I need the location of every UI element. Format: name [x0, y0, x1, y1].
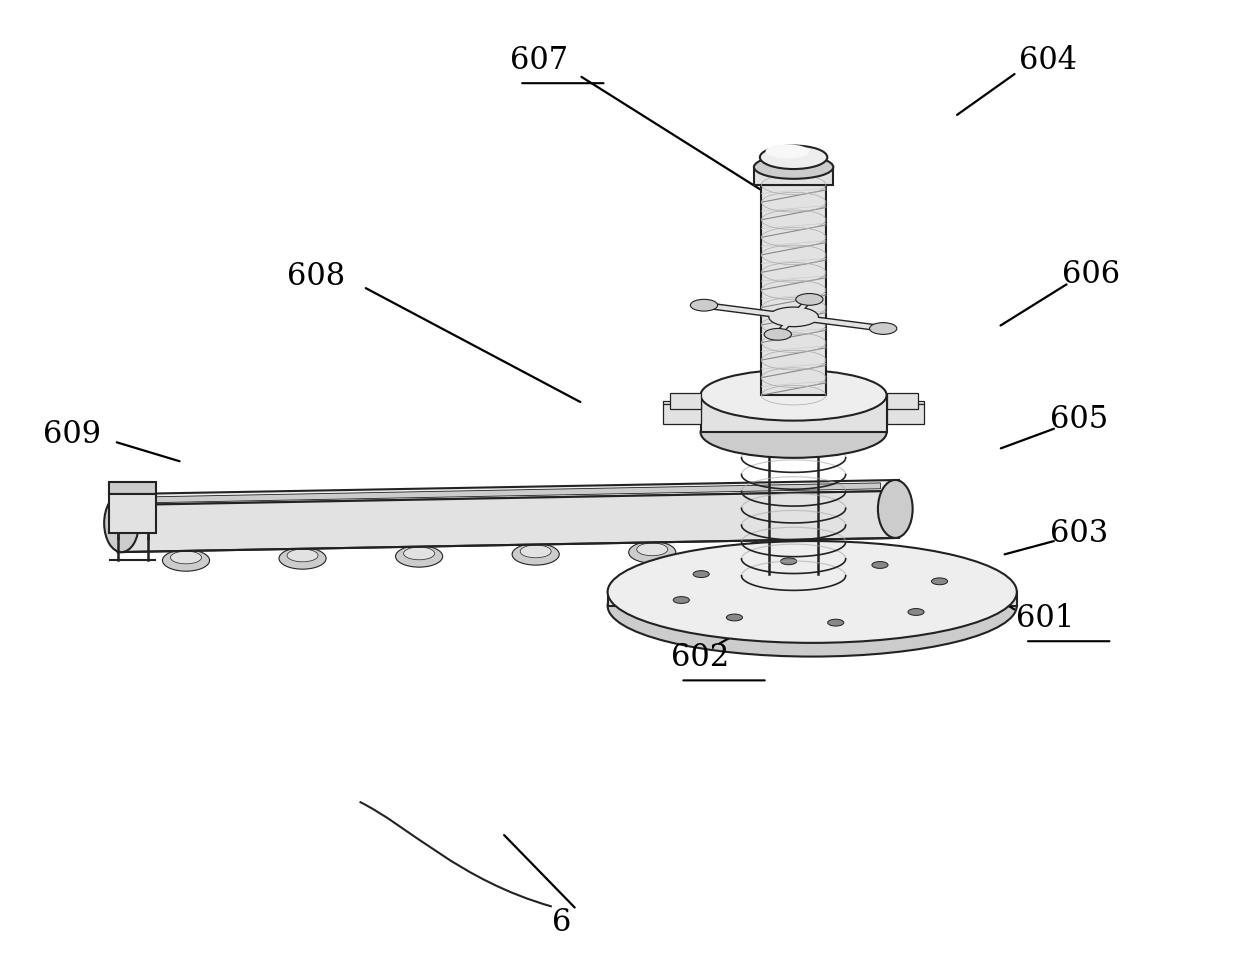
Ellipse shape	[404, 548, 434, 560]
Ellipse shape	[608, 542, 1017, 644]
Ellipse shape	[872, 562, 888, 569]
Ellipse shape	[171, 552, 202, 564]
Text: 6: 6	[552, 906, 572, 937]
Ellipse shape	[691, 300, 718, 312]
Ellipse shape	[396, 546, 443, 567]
Polygon shape	[118, 480, 899, 506]
Ellipse shape	[827, 620, 843, 627]
Polygon shape	[887, 393, 918, 409]
Ellipse shape	[765, 145, 810, 159]
Text: 606: 606	[1063, 258, 1120, 289]
Ellipse shape	[637, 544, 667, 556]
Ellipse shape	[908, 609, 924, 616]
Polygon shape	[118, 491, 899, 553]
Text: 607: 607	[511, 45, 568, 76]
Ellipse shape	[629, 542, 676, 563]
Polygon shape	[136, 483, 880, 504]
Ellipse shape	[754, 156, 833, 180]
Ellipse shape	[931, 578, 947, 585]
Ellipse shape	[878, 480, 913, 538]
Polygon shape	[663, 402, 701, 405]
Ellipse shape	[753, 542, 784, 555]
Polygon shape	[670, 393, 701, 409]
Text: 602: 602	[672, 642, 729, 673]
Polygon shape	[887, 405, 924, 424]
Ellipse shape	[781, 558, 797, 565]
Ellipse shape	[701, 408, 887, 459]
Polygon shape	[701, 396, 887, 433]
Polygon shape	[754, 168, 833, 186]
Text: 609: 609	[43, 419, 100, 450]
Ellipse shape	[673, 597, 689, 603]
Ellipse shape	[764, 330, 791, 341]
Ellipse shape	[608, 556, 1017, 657]
Ellipse shape	[701, 371, 887, 422]
Polygon shape	[761, 186, 826, 396]
Polygon shape	[109, 494, 156, 533]
Polygon shape	[663, 405, 701, 424]
Ellipse shape	[288, 550, 317, 562]
Ellipse shape	[760, 147, 827, 170]
Ellipse shape	[769, 308, 818, 328]
Text: 604: 604	[1019, 45, 1076, 76]
Text: 601: 601	[1017, 602, 1074, 634]
Ellipse shape	[869, 324, 897, 335]
Ellipse shape	[693, 571, 709, 578]
Ellipse shape	[162, 550, 210, 571]
Ellipse shape	[745, 540, 792, 561]
Ellipse shape	[512, 544, 559, 565]
Polygon shape	[608, 593, 1017, 606]
Ellipse shape	[521, 546, 552, 558]
Polygon shape	[109, 482, 156, 494]
Ellipse shape	[279, 548, 326, 569]
Ellipse shape	[727, 614, 743, 621]
Text: 605: 605	[1050, 403, 1107, 434]
Text: 608: 608	[288, 260, 345, 291]
Ellipse shape	[796, 294, 823, 306]
Text: 603: 603	[1050, 517, 1107, 549]
Ellipse shape	[104, 495, 139, 553]
Polygon shape	[887, 402, 924, 405]
